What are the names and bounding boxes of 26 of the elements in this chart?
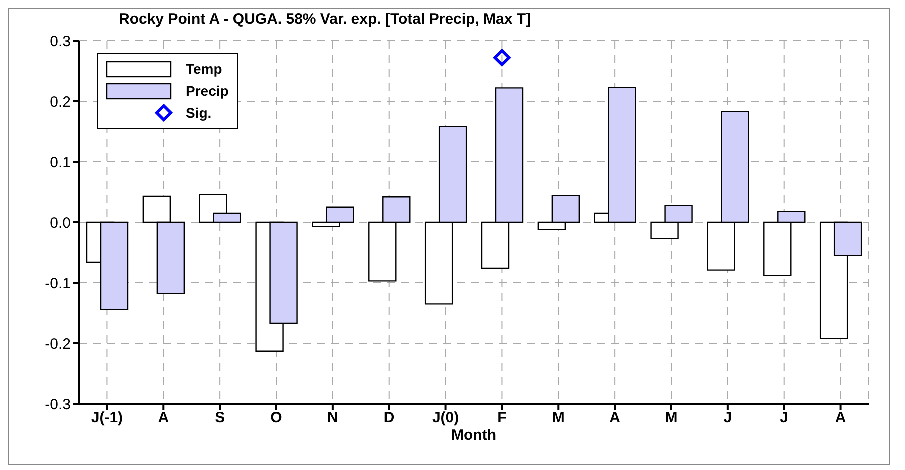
legend-label: Precip — [186, 83, 229, 99]
y-tick-label: -0.3 — [45, 396, 71, 414]
y-tick-label: 0.0 — [50, 214, 71, 232]
y-tick-label: -0.2 — [45, 336, 71, 353]
x-tick-label: M — [665, 410, 678, 427]
legend-label: Sig. — [186, 105, 212, 121]
x-tick-label: J — [724, 410, 732, 427]
x-tick-label: N — [328, 410, 338, 427]
x-tick-label: A — [835, 410, 846, 427]
y-tick-label: 0.2 — [50, 94, 71, 111]
x-tick-label: A — [610, 410, 621, 427]
x-tick-label: O — [270, 410, 283, 427]
x-tick-label: A — [158, 410, 170, 427]
x-axis-title: Month — [452, 427, 496, 444]
y-tick-label: 0.3 — [50, 33, 71, 50]
x-tick-label: S — [215, 410, 226, 427]
x-tick-label: J(0) — [432, 410, 460, 427]
x-tick-label: F — [498, 410, 507, 427]
y-tick-label: 0.1 — [50, 154, 71, 172]
x-tick-label: M — [552, 410, 565, 427]
x-tick-label: J — [780, 410, 789, 427]
chart-title: Rocky Point A - QUGA. 58% Var. exp. [Total Precip, Max T] — [119, 11, 532, 28]
y-tick-label: -0.1 — [45, 275, 71, 292]
legend-label: Temp — [186, 61, 222, 77]
x-tick-label: J(-1) — [91, 410, 124, 427]
x-tick-label: D — [384, 410, 395, 427]
